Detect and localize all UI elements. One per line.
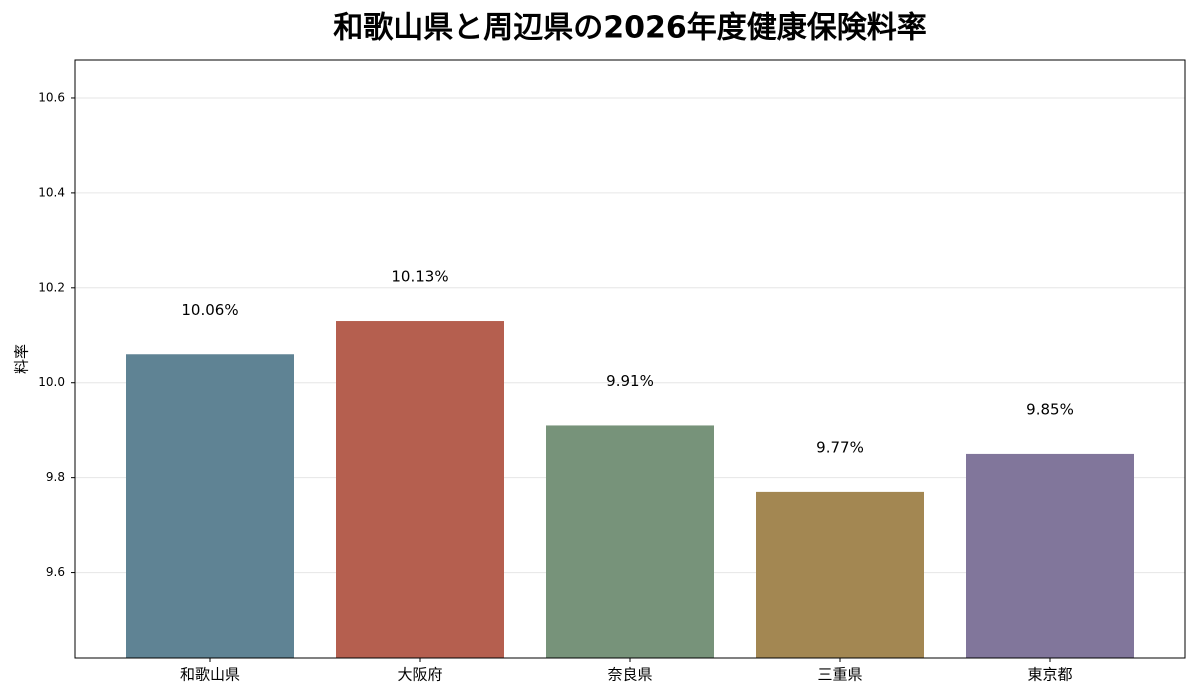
x-tick-label: 和歌山県 [180,666,240,684]
bar [966,453,1134,658]
value-label: 9.77% [816,438,864,456]
value-label: 10.06% [181,301,238,319]
value-label: 9.91% [606,372,654,390]
bar [546,425,714,658]
bar [336,321,504,658]
y-axis-label: 料率 [13,344,31,374]
y-tick-label: 10.4 [38,185,65,199]
y-tick-label: 10.6 [38,90,65,104]
x-tick-label: 大阪府 [397,666,442,684]
x-tick-label: 東京都 [1027,666,1072,684]
y-tick-label: 9.6 [46,565,65,579]
chart-title: 和歌山県と周辺県の2026年度健康保険料率 [333,11,927,46]
y-tick-label: 10.0 [38,375,65,389]
x-tick-label: 奈良県 [607,666,652,684]
plot-frame [74,59,1186,659]
value-label: 9.85% [1026,400,1074,418]
bar [756,491,924,658]
value-label: 10.13% [391,268,448,286]
y-tick-label: 9.8 [46,470,65,484]
bar [126,354,294,658]
y-tick-label: 10.2 [38,280,65,294]
x-tick-label: 三重県 [817,666,862,684]
